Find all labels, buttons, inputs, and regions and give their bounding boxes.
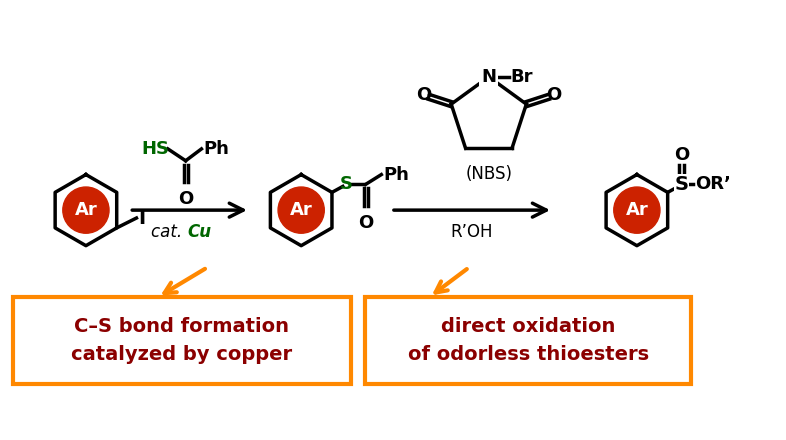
Polygon shape: [606, 175, 667, 246]
Text: Cu: Cu: [188, 223, 211, 241]
Text: C–S bond formation: C–S bond formation: [74, 317, 289, 336]
Text: S: S: [674, 175, 689, 194]
Text: R’OH: R’OH: [450, 223, 494, 241]
FancyBboxPatch shape: [365, 297, 691, 384]
Text: Ar: Ar: [290, 201, 313, 219]
Text: O: O: [178, 191, 193, 209]
Text: O: O: [674, 146, 689, 164]
Text: HS: HS: [141, 140, 169, 158]
Polygon shape: [55, 175, 116, 246]
Circle shape: [614, 187, 660, 233]
Text: (NBS): (NBS): [465, 165, 512, 183]
Text: catalyzed by copper: catalyzed by copper: [72, 345, 292, 364]
Polygon shape: [270, 175, 332, 246]
Text: OR’: OR’: [696, 176, 731, 194]
Text: of odorless thioesters: of odorless thioesters: [408, 345, 648, 364]
Text: Ar: Ar: [626, 201, 648, 219]
Text: cat.: cat.: [151, 223, 188, 241]
Text: O: O: [358, 214, 373, 232]
Text: N: N: [481, 68, 496, 86]
Circle shape: [63, 187, 109, 233]
Text: O: O: [546, 86, 561, 104]
Text: Ar: Ar: [75, 201, 97, 219]
Text: I: I: [138, 209, 145, 227]
Text: Ph: Ph: [384, 165, 410, 183]
Circle shape: [278, 187, 325, 233]
Text: direct oxidation: direct oxidation: [441, 317, 615, 336]
FancyBboxPatch shape: [13, 297, 351, 384]
Text: Ph: Ph: [204, 140, 230, 158]
Text: Br: Br: [510, 68, 533, 86]
Text: O: O: [417, 86, 432, 104]
Text: S: S: [340, 176, 352, 194]
